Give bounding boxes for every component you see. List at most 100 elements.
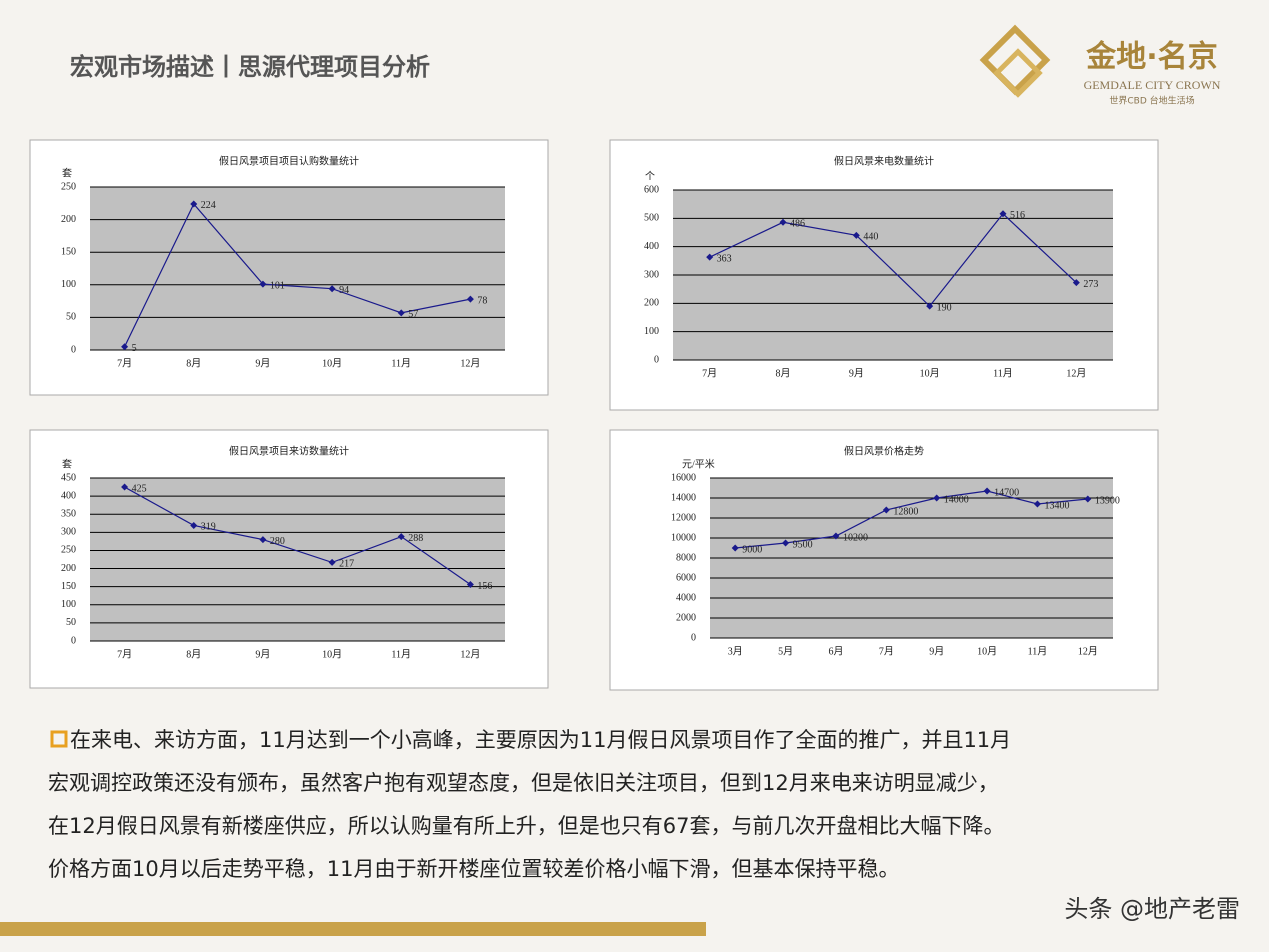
data-label: 319 xyxy=(201,522,216,533)
x-tick-label: 8月 xyxy=(776,367,791,379)
y-tick-label: 600 xyxy=(644,184,659,195)
data-label: 5 xyxy=(132,343,137,354)
data-point xyxy=(328,285,336,293)
x-tick-label: 8月 xyxy=(186,648,201,660)
footer-bar xyxy=(0,922,706,936)
x-tick-label: 12月 xyxy=(1066,367,1086,379)
data-label: 280 xyxy=(270,536,285,547)
data-point xyxy=(999,210,1007,218)
data-point xyxy=(779,218,787,226)
y-tick-label: 400 xyxy=(61,490,76,501)
data-point xyxy=(466,580,474,588)
data-label: 57 xyxy=(408,309,418,320)
data-point xyxy=(190,200,198,208)
y-tick-label: 500 xyxy=(644,213,659,224)
body-line: 在12月假日风景有新楼座供应，所以认购量有所上升，但是也只有67套，与前几次开盘… xyxy=(48,814,1004,838)
data-point xyxy=(983,487,991,495)
data-label: 363 xyxy=(717,253,732,264)
x-tick-label: 11月 xyxy=(1028,645,1048,657)
data-point xyxy=(782,539,790,547)
data-point xyxy=(259,280,267,288)
y-tick-label: 350 xyxy=(61,509,76,520)
x-tick-label: 12月 xyxy=(460,357,480,369)
data-line xyxy=(709,212,1077,308)
y-tick-label: 4000 xyxy=(676,592,696,603)
logo-slogan: 世界CBD 台地生活场 xyxy=(1109,95,1194,107)
data-point xyxy=(259,536,267,544)
x-tick-label: 12月 xyxy=(1078,645,1098,657)
y-tick-label: 6000 xyxy=(676,572,696,583)
logo-name: 金地·名京 xyxy=(1085,40,1217,75)
data-point xyxy=(466,295,474,303)
x-tick-label: 5月 xyxy=(778,645,793,657)
plot-area xyxy=(90,187,505,350)
y-tick-label: 50 xyxy=(66,312,76,323)
data-point xyxy=(731,544,739,552)
data-label: 288 xyxy=(408,533,423,544)
y-tick-label: 0 xyxy=(71,344,76,355)
y-axis-label: 套 xyxy=(62,457,72,470)
x-tick-label: 10月 xyxy=(322,648,342,660)
chart-title: 假日风景项目来访数量统计 xyxy=(229,444,349,457)
data-label: 13400 xyxy=(1044,500,1069,511)
body-line: 宏观调控政策还没有颁布，虽然客户抱有观望态度，但是依旧关注项目，但到12月来电来… xyxy=(48,771,999,795)
data-label: 217 xyxy=(339,559,354,570)
data-label: 78 xyxy=(477,295,487,306)
data-point xyxy=(882,506,890,514)
x-tick-label: 10月 xyxy=(920,367,940,379)
data-line xyxy=(124,486,471,585)
logo-english: GEMDALE CITY CROWN xyxy=(1084,78,1221,92)
data-label: 156 xyxy=(477,581,492,592)
page-title: 宏观市场描述丨思源代理项目分析 xyxy=(70,53,430,81)
data-label: 94 xyxy=(339,285,349,296)
y-tick-label: 50 xyxy=(66,617,76,628)
y-axis-label: 套 xyxy=(62,166,72,179)
x-tick-label: 9月 xyxy=(255,357,270,369)
y-tick-label: 300 xyxy=(644,269,659,280)
y-tick-label: 0 xyxy=(691,632,696,643)
x-tick-label: 11月 xyxy=(391,648,411,660)
data-point xyxy=(706,253,714,261)
data-point xyxy=(190,521,198,529)
x-tick-label: 7月 xyxy=(879,645,894,657)
watermark: 头条 @地产老雷 xyxy=(1064,895,1240,923)
data-point xyxy=(397,309,405,317)
chart-title: 假日风景价格走势 xyxy=(844,444,924,457)
data-point xyxy=(328,558,336,566)
x-tick-label: 12月 xyxy=(460,648,480,660)
bullet-icon xyxy=(50,730,68,748)
body-line: 在来电、来访方面，11月达到一个小高峰，主要原因为11月假日风景项目作了全面的推… xyxy=(70,728,1011,752)
y-tick-label: 200 xyxy=(61,563,76,574)
data-line xyxy=(735,490,1088,549)
y-axis-label: 个 xyxy=(645,170,655,182)
x-tick-label: 7月 xyxy=(702,367,717,379)
data-label: 516 xyxy=(1010,210,1025,221)
body-line: 价格方面10月以后走势平稳，11月由于新开楼座位置较差价格小幅下滑，但基本保持平… xyxy=(48,857,899,881)
data-point xyxy=(121,483,129,491)
data-point xyxy=(1084,495,1092,503)
y-tick-label: 200 xyxy=(61,214,76,225)
data-label: 9000 xyxy=(742,544,762,555)
x-tick-label: 6月 xyxy=(828,645,843,657)
data-label: 14000 xyxy=(944,494,969,505)
data-label: 101 xyxy=(270,280,285,291)
data-point xyxy=(121,343,129,351)
y-tick-label: 0 xyxy=(71,635,76,646)
y-tick-label: 150 xyxy=(61,581,76,592)
y-tick-label: 100 xyxy=(61,599,76,610)
x-tick-label: 7月 xyxy=(117,648,132,660)
y-tick-label: 450 xyxy=(61,472,76,483)
y-tick-label: 200 xyxy=(644,298,659,309)
data-point xyxy=(1033,500,1041,508)
x-tick-label: 9月 xyxy=(849,367,864,379)
data-label: 190 xyxy=(937,302,952,313)
data-label: 13900 xyxy=(1095,495,1120,506)
chart-title: 假日风景项目项目认购数量统计 xyxy=(219,154,359,167)
data-point xyxy=(397,533,405,541)
y-tick-label: 100 xyxy=(61,279,76,290)
data-label: 425 xyxy=(132,483,147,494)
x-tick-label: 11月 xyxy=(993,367,1013,379)
y-tick-label: 100 xyxy=(644,326,659,337)
